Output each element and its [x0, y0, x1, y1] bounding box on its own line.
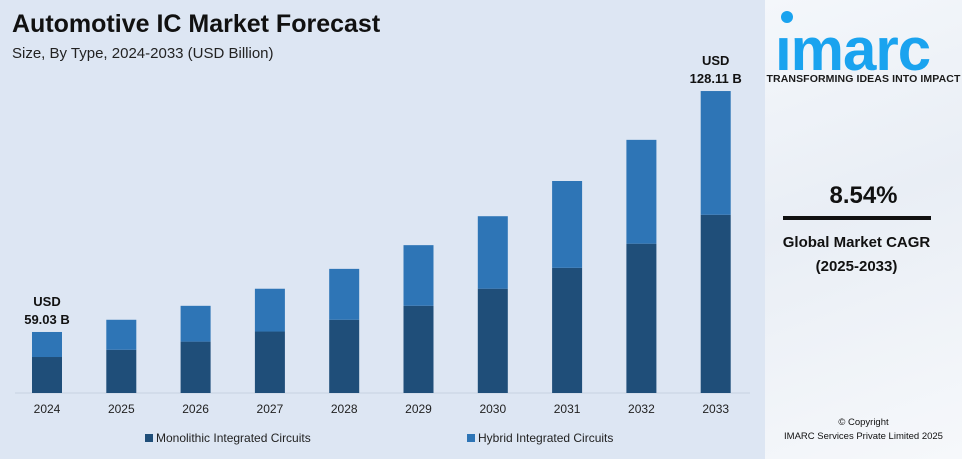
bar-monolithic-2031: [552, 267, 583, 393]
legend-swatch: [145, 434, 153, 442]
bar-hybrid-2030: [477, 216, 508, 289]
data-label-currency: USD: [702, 53, 729, 68]
bar-hybrid-2026: [180, 305, 211, 342]
data-label-value: 59.03 B: [24, 312, 70, 327]
bar-monolithic-2024: [32, 357, 62, 393]
bar-monolithic-2033: [700, 214, 731, 393]
divider: [783, 216, 931, 220]
x-tick-label: 2026: [182, 402, 209, 416]
bar-monolithic-2026: [180, 341, 211, 393]
bar-monolithic-2028: [329, 319, 360, 393]
svg-text:ımarc: ımarc: [775, 16, 930, 76]
x-tick-label: 2024: [34, 402, 61, 416]
x-tick-label: 2031: [554, 402, 581, 416]
bar-hybrid-2031: [552, 180, 583, 268]
legend-label: Hybrid Integrated Circuits: [478, 431, 614, 445]
cagr-value: 8.54%: [829, 182, 898, 209]
x-tick-label: 2032: [628, 402, 655, 416]
legend-label: Monolithic Integrated Circuits: [156, 431, 311, 445]
bar-monolithic-2025: [106, 349, 137, 393]
bar-hybrid-2032: [626, 139, 657, 244]
imarc-logo: ımarc: [775, 11, 931, 76]
legend-item-monolithic: Monolithic Integrated Circuits: [145, 431, 311, 445]
bar-hybrid-2029: [403, 245, 434, 306]
bar-chart: 2024 USD 59.03 B 2025 2026 2027 2028 2029 2030 20…: [15, 53, 750, 416]
tagline: TRANSFORMING IDEAS INTO IMPACT: [766, 73, 961, 85]
copyright-text: © Copyright: [838, 417, 889, 428]
copyright: © Copyright IMARC Services Private Limit…: [765, 416, 962, 444]
bar-hybrid-2028: [329, 268, 360, 320]
cagr-period: (2025-2033): [815, 258, 898, 275]
bar-hybrid-2027: [254, 288, 285, 332]
cagr-label: Global Market CAGR (2025-2033): [765, 231, 948, 279]
company-name: IMARC Services Private Limited 2025: [784, 431, 943, 442]
cagr-label-text: Global Market CAGR: [782, 234, 931, 251]
chart-title: Automotive IC Market Forecast: [12, 10, 381, 38]
data-label-value: 128.11 B: [690, 71, 742, 86]
bar-monolithic-2032: [626, 243, 657, 393]
bar-hybrid-2033: [700, 91, 731, 215]
bar-hybrid-2024: [32, 331, 62, 358]
bar-monolithic-2027: [254, 331, 285, 393]
bar-monolithic-2030: [477, 288, 508, 393]
bar-monolithic-2029: [403, 305, 434, 393]
chart-panel: 2024 USD 59.03 B 2025 2026 2027 2028 2029 2030 20…: [12, 10, 750, 445]
x-tick-label: 2025: [108, 402, 135, 416]
legend-item-hybrid: Hybrid Integrated Circuits: [467, 431, 613, 445]
bar-hybrid-2025: [106, 319, 137, 350]
legend-swatch: [467, 434, 475, 442]
x-tick-label: 2028: [331, 402, 358, 416]
info-panel: ımarc TRANSFORMING IDEAS INTO IMPACT 8.5…: [765, 0, 962, 459]
x-tick-label: 2027: [257, 402, 284, 416]
x-tick-label: 2029: [405, 402, 432, 416]
chart-subtitle: Size, By Type, 2024-2033 (USD Billion): [12, 45, 274, 62]
data-label-currency: USD: [33, 294, 60, 309]
x-tick-label: 2030: [479, 402, 506, 416]
x-tick-label: 2033: [702, 402, 729, 416]
